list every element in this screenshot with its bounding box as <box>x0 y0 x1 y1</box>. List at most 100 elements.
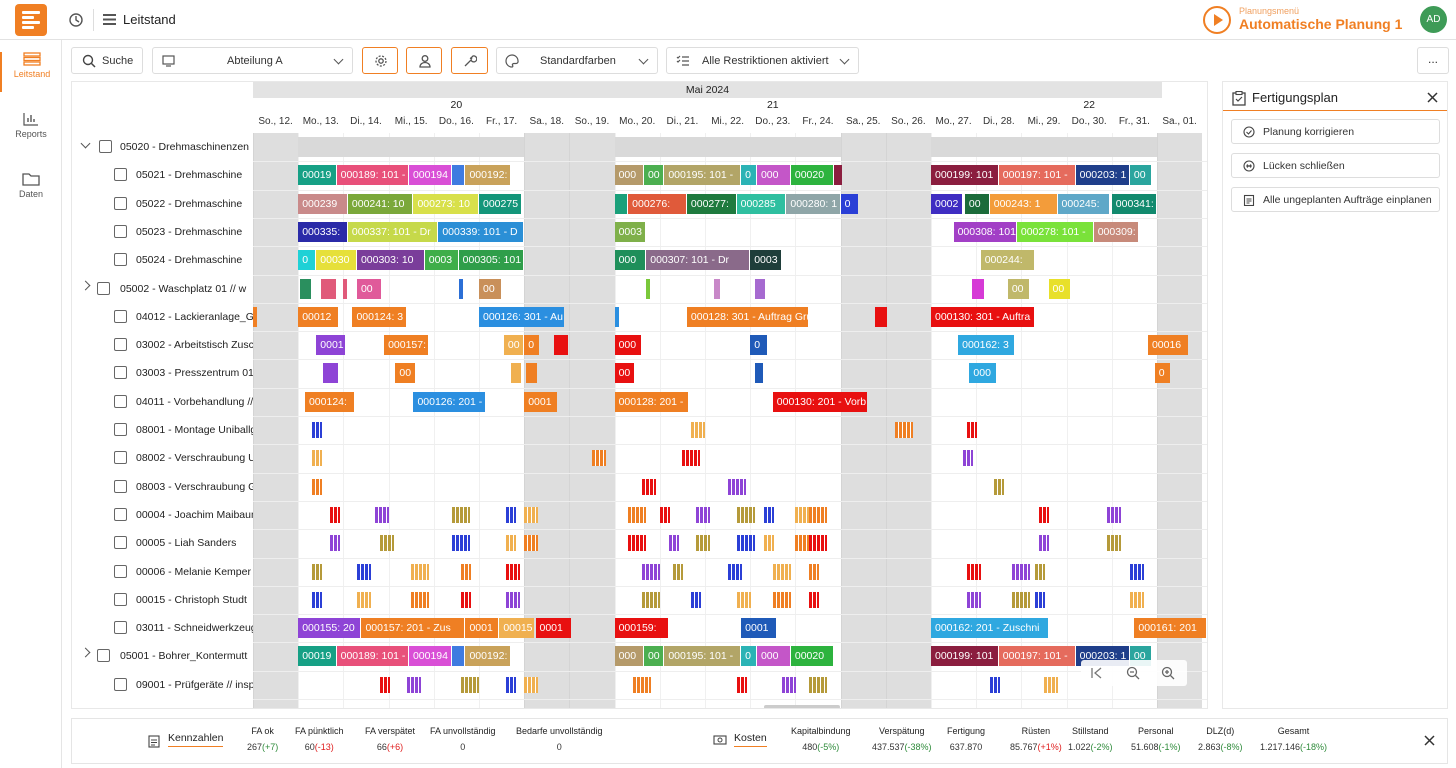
activity-mark[interactable] <box>682 450 701 467</box>
order-bar[interactable]: 00 <box>356 278 381 299</box>
activity-mark[interactable] <box>691 591 702 608</box>
activity-mark[interactable] <box>460 591 471 608</box>
order-bar[interactable]: 000197: 101 - <box>998 165 1075 186</box>
activity-mark[interactable] <box>356 563 371 580</box>
order-bar[interactable]: 000280: 1 <box>786 193 840 214</box>
order-bar[interactable]: 000 <box>614 335 641 356</box>
user-button[interactable] <box>406 47 442 74</box>
activity-mark[interactable] <box>1044 676 1058 693</box>
order-bar[interactable]: 00 <box>479 278 501 299</box>
order-bar[interactable]: 00019 <box>298 165 336 186</box>
resource-row[interactable]: 08003 - Verschraubung Gas <box>72 473 253 501</box>
order-bar[interactable]: 000126: 201 - <box>413 391 485 412</box>
restrictions-select[interactable]: Alle Restriktionen aktiviert <box>666 47 859 74</box>
order-bar[interactable]: 00 <box>395 363 415 384</box>
tab-kennzahlen[interactable]: Kennzahlen <box>168 732 224 747</box>
order-bar[interactable]: 000124: 3 <box>352 306 406 327</box>
activity-mark[interactable] <box>1107 506 1122 523</box>
activity-mark[interactable] <box>311 591 322 608</box>
planning-menu-label[interactable]: Planungsmenü <box>1239 6 1300 16</box>
order-bar[interactable]: 000161: 201 <box>1134 618 1206 639</box>
activity-mark[interactable] <box>592 450 606 467</box>
order-bar[interactable]: 000245: <box>1057 193 1109 214</box>
order-bar[interactable]: 000275 <box>479 193 521 214</box>
activity-mark[interactable] <box>1129 563 1144 580</box>
activity-mark[interactable] <box>1034 591 1045 608</box>
order-bar[interactable]: 0 <box>840 193 858 214</box>
order-bar[interactable]: 00 <box>964 193 989 214</box>
order-bar[interactable]: 0003 <box>424 250 458 271</box>
tab-kosten[interactable]: Kosten <box>734 732 767 747</box>
resource-row[interactable]: 09001 - Prüfgeräte // inspe <box>72 671 253 699</box>
order-bar[interactable] <box>343 278 348 299</box>
order-bar[interactable] <box>614 306 619 327</box>
order-bar[interactable]: 00020 <box>790 165 833 186</box>
activity-mark[interactable] <box>329 506 340 523</box>
order-bar[interactable] <box>451 646 465 667</box>
resource-row[interactable]: 03011 - Schneidwerkzeug 0 <box>72 614 253 642</box>
order-bar[interactable] <box>320 278 336 299</box>
order-bar[interactable]: 000339: 101 - D <box>438 221 524 242</box>
order-bar[interactable]: 00 <box>1129 165 1152 186</box>
activity-mark[interactable] <box>524 535 539 552</box>
order-bar[interactable] <box>646 278 651 299</box>
activity-mark[interactable] <box>411 591 430 608</box>
order-bar[interactable]: 0002 <box>931 193 962 214</box>
order-bar[interactable] <box>451 165 465 186</box>
resource-row[interactable]: 00004 - Joachim Maibaum <box>72 501 253 529</box>
order-bar[interactable] <box>971 278 985 299</box>
order-bar[interactable] <box>874 306 888 327</box>
order-bar[interactable]: 000241: 10 <box>347 193 413 214</box>
activity-mark[interactable] <box>411 563 430 580</box>
activity-mark[interactable] <box>1034 563 1045 580</box>
activity-mark[interactable] <box>668 535 679 552</box>
order-bar[interactable]: 000197: 101 - <box>998 646 1075 667</box>
order-bar[interactable]: 000159: <box>614 618 668 639</box>
order-bar[interactable] <box>458 278 463 299</box>
order-bar[interactable]: 000309: <box>1093 221 1138 242</box>
schedule-all-button[interactable]: Alle ungeplanten Aufträge einplanen <box>1231 187 1440 212</box>
activity-mark[interactable] <box>311 478 322 495</box>
activity-mark[interactable] <box>808 506 827 523</box>
activity-mark[interactable] <box>781 676 796 693</box>
avatar[interactable]: AD <box>1420 6 1447 33</box>
activity-mark[interactable] <box>763 535 774 552</box>
activity-mark[interactable] <box>727 478 746 495</box>
activity-mark[interactable] <box>379 676 390 693</box>
activity-mark[interactable] <box>691 422 706 438</box>
order-bar[interactable] <box>754 363 763 384</box>
activity-mark[interactable] <box>375 506 390 523</box>
order-bar[interactable] <box>754 278 766 299</box>
activity-mark[interactable] <box>989 676 1000 693</box>
activity-mark[interactable] <box>451 506 470 523</box>
activity-mark[interactable] <box>460 563 471 580</box>
order-bar[interactable]: 000 <box>756 165 790 186</box>
activity-mark[interactable] <box>406 676 421 693</box>
activity-mark[interactable] <box>967 422 978 438</box>
activity-mark[interactable] <box>894 422 913 438</box>
order-bar[interactable]: 000278: 101 - <box>1016 221 1093 242</box>
order-bar[interactable]: 000195: 101 - <box>664 646 741 667</box>
order-bar[interactable]: 000341: <box>1111 193 1156 214</box>
resource-row[interactable]: 00006 - Melanie Kemper <box>72 558 253 586</box>
activity-mark[interactable] <box>695 535 710 552</box>
order-bar[interactable]: 000203: 1 <box>1075 165 1129 186</box>
activity-mark[interactable] <box>967 563 982 580</box>
order-bar[interactable]: 000 <box>969 363 996 384</box>
resource-row[interactable]: 05022 - Drehmaschine <box>72 190 253 218</box>
activity-mark[interactable] <box>311 422 322 438</box>
order-bar[interactable]: 000194 <box>408 646 451 667</box>
order-bar[interactable]: 00 <box>614 363 634 384</box>
activity-mark[interactable] <box>524 506 539 523</box>
order-bar[interactable]: 00 <box>1007 278 1030 299</box>
resource-row[interactable]: 08002 - Verschraubung Uni <box>72 444 253 472</box>
activity-mark[interactable] <box>772 591 791 608</box>
order-bar[interactable]: 0001 <box>535 618 571 639</box>
nav-daten[interactable]: Daten <box>0 172 62 212</box>
activity-mark[interactable] <box>673 563 684 580</box>
order-bar[interactable]: 000243: 1 <box>989 193 1057 214</box>
order-bar[interactable]: 000157: 201 - Zus <box>361 618 465 639</box>
search-button[interactable]: Suche <box>71 47 143 74</box>
order-bar[interactable]: 000 <box>756 646 790 667</box>
activity-mark[interactable] <box>994 478 1005 495</box>
